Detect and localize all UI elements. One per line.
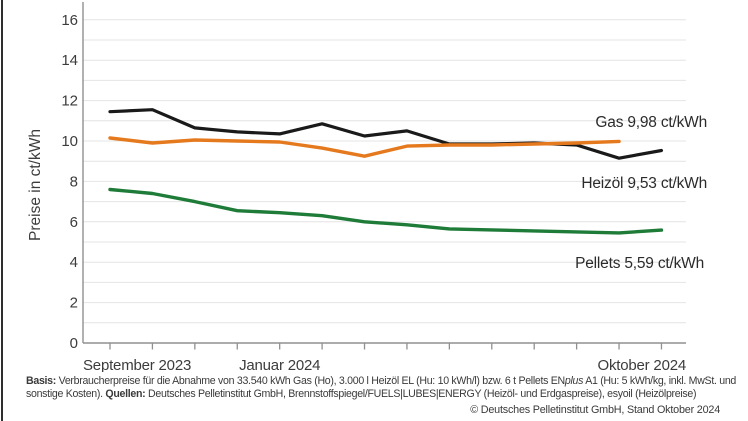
series-value-label-pellets: Pellets 5,59 ct/kWh xyxy=(575,255,704,272)
footer-text-segment: plus xyxy=(564,375,584,387)
y-tick-label-16: 16 xyxy=(61,12,78,29)
x-axis-label-4: Januar 2024 xyxy=(239,357,320,372)
copyright-note: © Deutsches Pelletinstitut GmbH, Stand O… xyxy=(470,404,720,416)
y-tick-label-8: 8 xyxy=(70,173,78,190)
footer-text-segment: Deutsches Pelletinstitut GmbH, Brennstof… xyxy=(145,388,697,400)
y-axis-title: Preise in ct/kWh xyxy=(27,129,44,241)
y-tick-label-2: 2 xyxy=(70,295,78,312)
series-value-label-gas: Gas 9,98 ct/kWh xyxy=(595,114,707,131)
footer-bold-label: Quellen: xyxy=(105,388,146,400)
chart-canvas: 0 2 4 6 8 10 12 14 16 September 2023 Januar 2024 Ok… xyxy=(27,2,707,374)
footer-text-segment: sonstige Kosten). xyxy=(26,388,106,400)
footer-bold-label: Basis: xyxy=(26,375,56,387)
footer-basis-note: Basis: Verbraucherpreise für die Abnahme… xyxy=(26,375,736,388)
figure-left-border xyxy=(1,0,3,421)
y-tick-label-14: 14 xyxy=(61,52,78,69)
series-line-pellets xyxy=(108,187,664,235)
footer-quellen-note: sonstige Kosten). Quellen: Deutsches Pel… xyxy=(26,388,720,401)
y-tick-label-0: 0 xyxy=(70,335,78,352)
x-axis-label-0: September 2023 xyxy=(83,357,191,372)
y-tick-label-4: 4 xyxy=(70,254,78,271)
footer-text-segment: Verbraucherpreise für die Abnahme von 33… xyxy=(56,375,566,387)
y-tick-label-10: 10 xyxy=(61,133,78,150)
y-tick-label-12: 12 xyxy=(61,93,78,110)
series-value-label-heizoel: Heizöl 9,53 ct/kWh xyxy=(581,175,707,192)
footer-text-segment: A1 (Hu: 5 kWh/kg, inkl. MwSt. und xyxy=(583,375,737,387)
series-line-gas xyxy=(108,136,621,158)
x-axis-label-13: Oktober 2024 xyxy=(598,357,687,372)
line-chart: 0 2 4 6 8 10 12 14 16 September 2023 Januar 2024 Ok… xyxy=(27,2,707,374)
y-tick-label-6: 6 xyxy=(70,214,78,231)
